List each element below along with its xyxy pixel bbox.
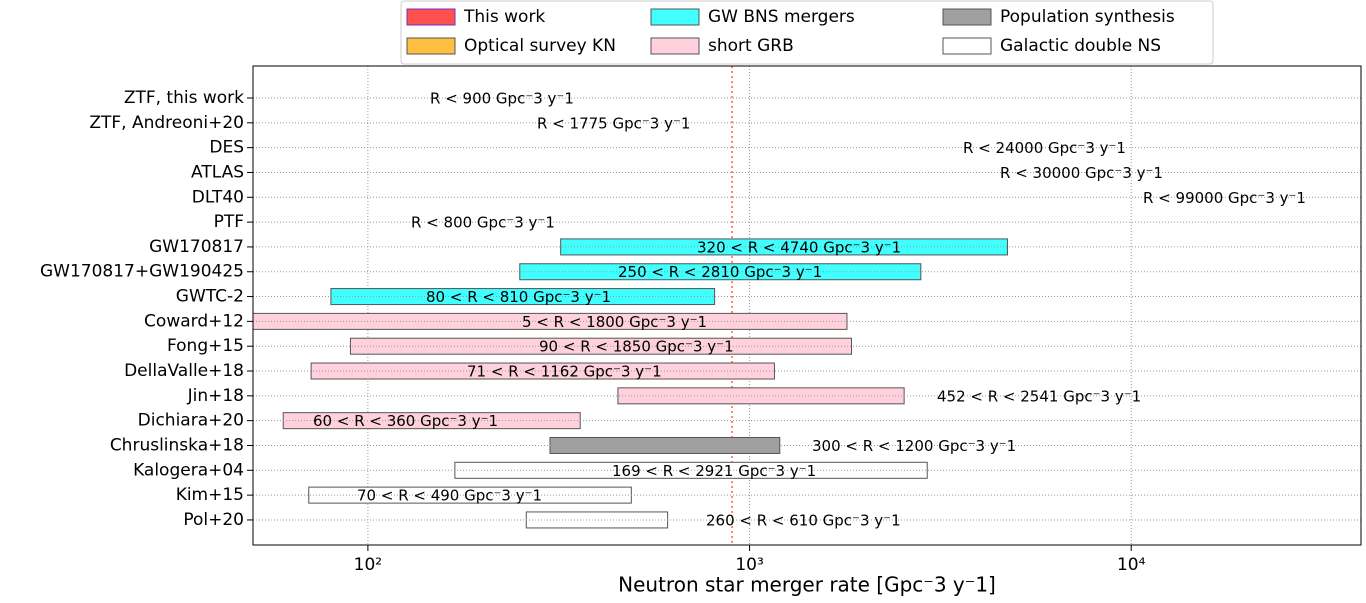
y-tick-label: Pol+20 [183, 510, 244, 530]
y-tick-label: Chruslinska+18 [110, 435, 244, 455]
y-tick-label: PTF [214, 212, 244, 232]
bar-label: 452 < R < 2541 Gpc⁻3 y⁻1 [937, 387, 1141, 405]
y-tick-label: GW170817+GW190425 [40, 262, 244, 282]
y-tick-label: GWTC-2 [176, 287, 244, 307]
bar-label: R < 24000 Gpc⁻3 y⁻1 [963, 139, 1126, 157]
plot-frame [252, 65, 1362, 546]
bar-label: 90 < R < 1850 Gpc⁻3 y⁻1 [539, 338, 734, 356]
range-bar [310, 362, 775, 380]
bar-label: 250 < R < 2810 Gpc⁻3 y⁻1 [618, 263, 822, 281]
range-bar [349, 337, 853, 355]
legend-label: Galactic double NS [1000, 36, 1161, 56]
range-bar [519, 263, 922, 281]
legend-swatch [406, 8, 456, 26]
plot-area [253, 66, 1008, 545]
y-tick-label: Dichiara+20 [138, 411, 244, 431]
bar-label: R < 900 Gpc⁻3 y⁻1 [430, 90, 574, 108]
bar-label: R < 30000 Gpc⁻3 y⁻1 [1000, 164, 1163, 182]
x-tick-label: 10⁴ [1117, 555, 1146, 575]
y-tick-label: ZTF, this work [124, 88, 244, 108]
legend-label: This work [463, 7, 545, 27]
bar-label: 169 < R < 2921 Gpc⁻3 y⁻1 [612, 462, 816, 480]
bar-label: 300 < R < 1200 Gpc⁻3 y⁻1 [812, 437, 1016, 455]
y-tick-label: Jin+18 [187, 386, 244, 406]
legend-swatch [650, 8, 700, 26]
range-bar [617, 387, 905, 405]
y-tick-label: Kalogera+04 [133, 460, 244, 480]
bar-label: 80 < R < 810 Gpc⁻3 y⁻1 [426, 288, 611, 306]
bar-label: 320 < R < 4740 Gpc⁻3 y⁻1 [697, 238, 901, 256]
bar-label: 70 < R < 490 Gpc⁻3 y⁻1 [357, 487, 542, 505]
y-tick-label: GW170817 [149, 237, 244, 257]
x-tick-label: 10² [354, 555, 382, 575]
legend-swatch [942, 8, 992, 26]
bar-label: R < 1775 Gpc⁻3 y⁻1 [537, 114, 690, 132]
legend-box [400, 0, 1214, 65]
y-tick-label: Coward+12 [144, 311, 244, 331]
y-tick-label: Fong+15 [167, 336, 244, 356]
x-axis-label: Neutron star merger rate [Gpc⁻3 y⁻1] [618, 573, 996, 597]
bar-label: 71 < R < 1162 Gpc⁻3 y⁻1 [467, 363, 662, 381]
legend-swatch [650, 37, 700, 55]
y-tick-label: DES [209, 138, 244, 158]
y-tick-label: ZTF, Andreoni+20 [89, 113, 244, 133]
legend-swatch [942, 37, 992, 55]
legend-label: Population synthesis [1000, 7, 1175, 27]
bar-label: R < 99000 Gpc⁻3 y⁻1 [1143, 189, 1306, 207]
range-bar [330, 288, 716, 306]
y-tick-label: DLT40 [192, 187, 244, 207]
bar-label: 260 < R < 610 Gpc⁻3 y⁻1 [706, 511, 901, 529]
range-bar [253, 312, 848, 330]
bar-label: 5 < R < 1800 Gpc⁻3 y⁻1 [522, 313, 707, 331]
y-tick-label: Kim+15 [176, 485, 244, 505]
legend-label: short GRB [708, 36, 794, 56]
x-tick-label: 10³ [735, 555, 763, 575]
legend-swatch [406, 37, 456, 55]
legend-label: Optical survey KN [464, 36, 616, 56]
y-tick-label: DellaValle+18 [124, 361, 244, 381]
y-tick-label: ATLAS [191, 162, 244, 182]
legend-label: GW BNS mergers [708, 7, 855, 27]
bar-label: 60 < R < 360 Gpc⁻3 y⁻1 [313, 412, 498, 430]
bar-label: R < 800 Gpc⁻3 y⁻1 [411, 214, 555, 232]
